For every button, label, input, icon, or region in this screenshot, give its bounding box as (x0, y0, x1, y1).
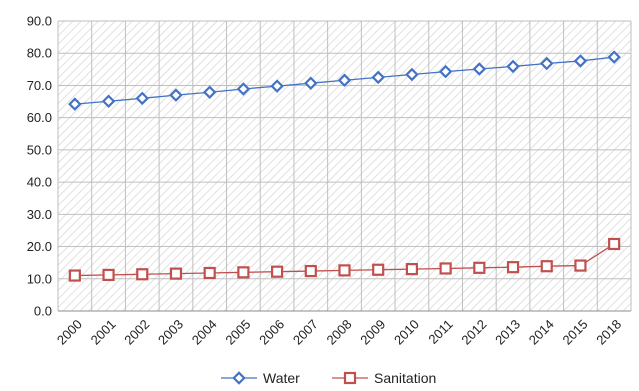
x-tick-label: 2018 (593, 317, 624, 348)
diamond-point (135, 91, 150, 106)
square-point (102, 268, 115, 282)
diamond-point (472, 62, 487, 76)
x-tick-label: 2004 (189, 317, 220, 348)
diamond-point (438, 64, 453, 79)
x-tick-label: 2008 (324, 317, 355, 348)
x-tick-label: 2007 (290, 317, 321, 348)
diamond-point (270, 79, 284, 93)
plot-area (58, 21, 631, 311)
x-tick-label: 2005 (222, 317, 253, 348)
diamond-point (573, 54, 588, 68)
diamond-point (202, 85, 217, 99)
diamond-point (304, 76, 318, 90)
legend-item-sanitation: Sanitation (332, 370, 436, 386)
square-point (304, 264, 317, 278)
y-tick-label: 0.0 (34, 304, 52, 319)
diamond-point (371, 70, 385, 85)
diamond-point (236, 82, 251, 96)
legend-diamond-icon (232, 371, 246, 385)
y-tick-label: 50.0 (27, 142, 52, 157)
diamond-point (539, 56, 554, 71)
x-tick-label: 2009 (357, 317, 388, 348)
x-tick-label: 2010 (391, 317, 422, 348)
square-point (608, 237, 621, 251)
x-tick-label: 2003 (155, 317, 186, 348)
square-point (405, 263, 419, 276)
square-point (338, 264, 351, 277)
diamond-point (68, 97, 82, 111)
diamond-point (101, 94, 116, 108)
square-point (473, 261, 486, 274)
y-tick-label: 30.0 (27, 207, 52, 222)
x-tick-label: 2012 (458, 317, 489, 348)
square-point (270, 265, 284, 278)
diamond-point (337, 73, 352, 88)
square-point (68, 269, 81, 282)
square-point (203, 266, 216, 280)
y-tick-label: 70.0 (27, 78, 52, 93)
x-tick-label: 2001 (88, 317, 119, 348)
x-tick-label: 2014 (526, 317, 557, 348)
x-tick-label: 2011 (425, 317, 455, 347)
square-point (136, 268, 149, 281)
x-tick-label: 2013 (492, 317, 523, 348)
x-tick-label: 2015 (560, 317, 591, 348)
y-tick-label: 20.0 (27, 239, 52, 254)
legend-label: Water (263, 370, 300, 386)
square-point (169, 267, 183, 280)
square-point (439, 262, 452, 275)
square-point (372, 263, 385, 276)
diamond-point (506, 59, 520, 74)
y-tick-label: 90.0 (27, 14, 52, 29)
y-tick-label: 80.0 (27, 46, 52, 61)
legend-label: Sanitation (374, 370, 436, 386)
square-point (237, 266, 250, 279)
series-sanitation (68, 237, 621, 282)
x-tick-label: 2002 (121, 317, 152, 348)
x-tick-label: 2000 (54, 317, 85, 348)
y-tick-label: 10.0 (27, 271, 52, 286)
legend-item-water: Water (221, 370, 300, 386)
diamond-point (169, 88, 183, 102)
square-point (506, 261, 520, 274)
square-point (574, 259, 587, 272)
square-point (540, 260, 553, 273)
diamond-point (405, 67, 419, 82)
y-tick-label: 40.0 (27, 175, 52, 190)
series-water (68, 50, 621, 111)
legend-square-icon (343, 371, 357, 385)
x-tick-label: 2006 (256, 317, 287, 348)
y-tick-label: 60.0 (27, 110, 52, 125)
diamond-point (607, 50, 621, 64)
